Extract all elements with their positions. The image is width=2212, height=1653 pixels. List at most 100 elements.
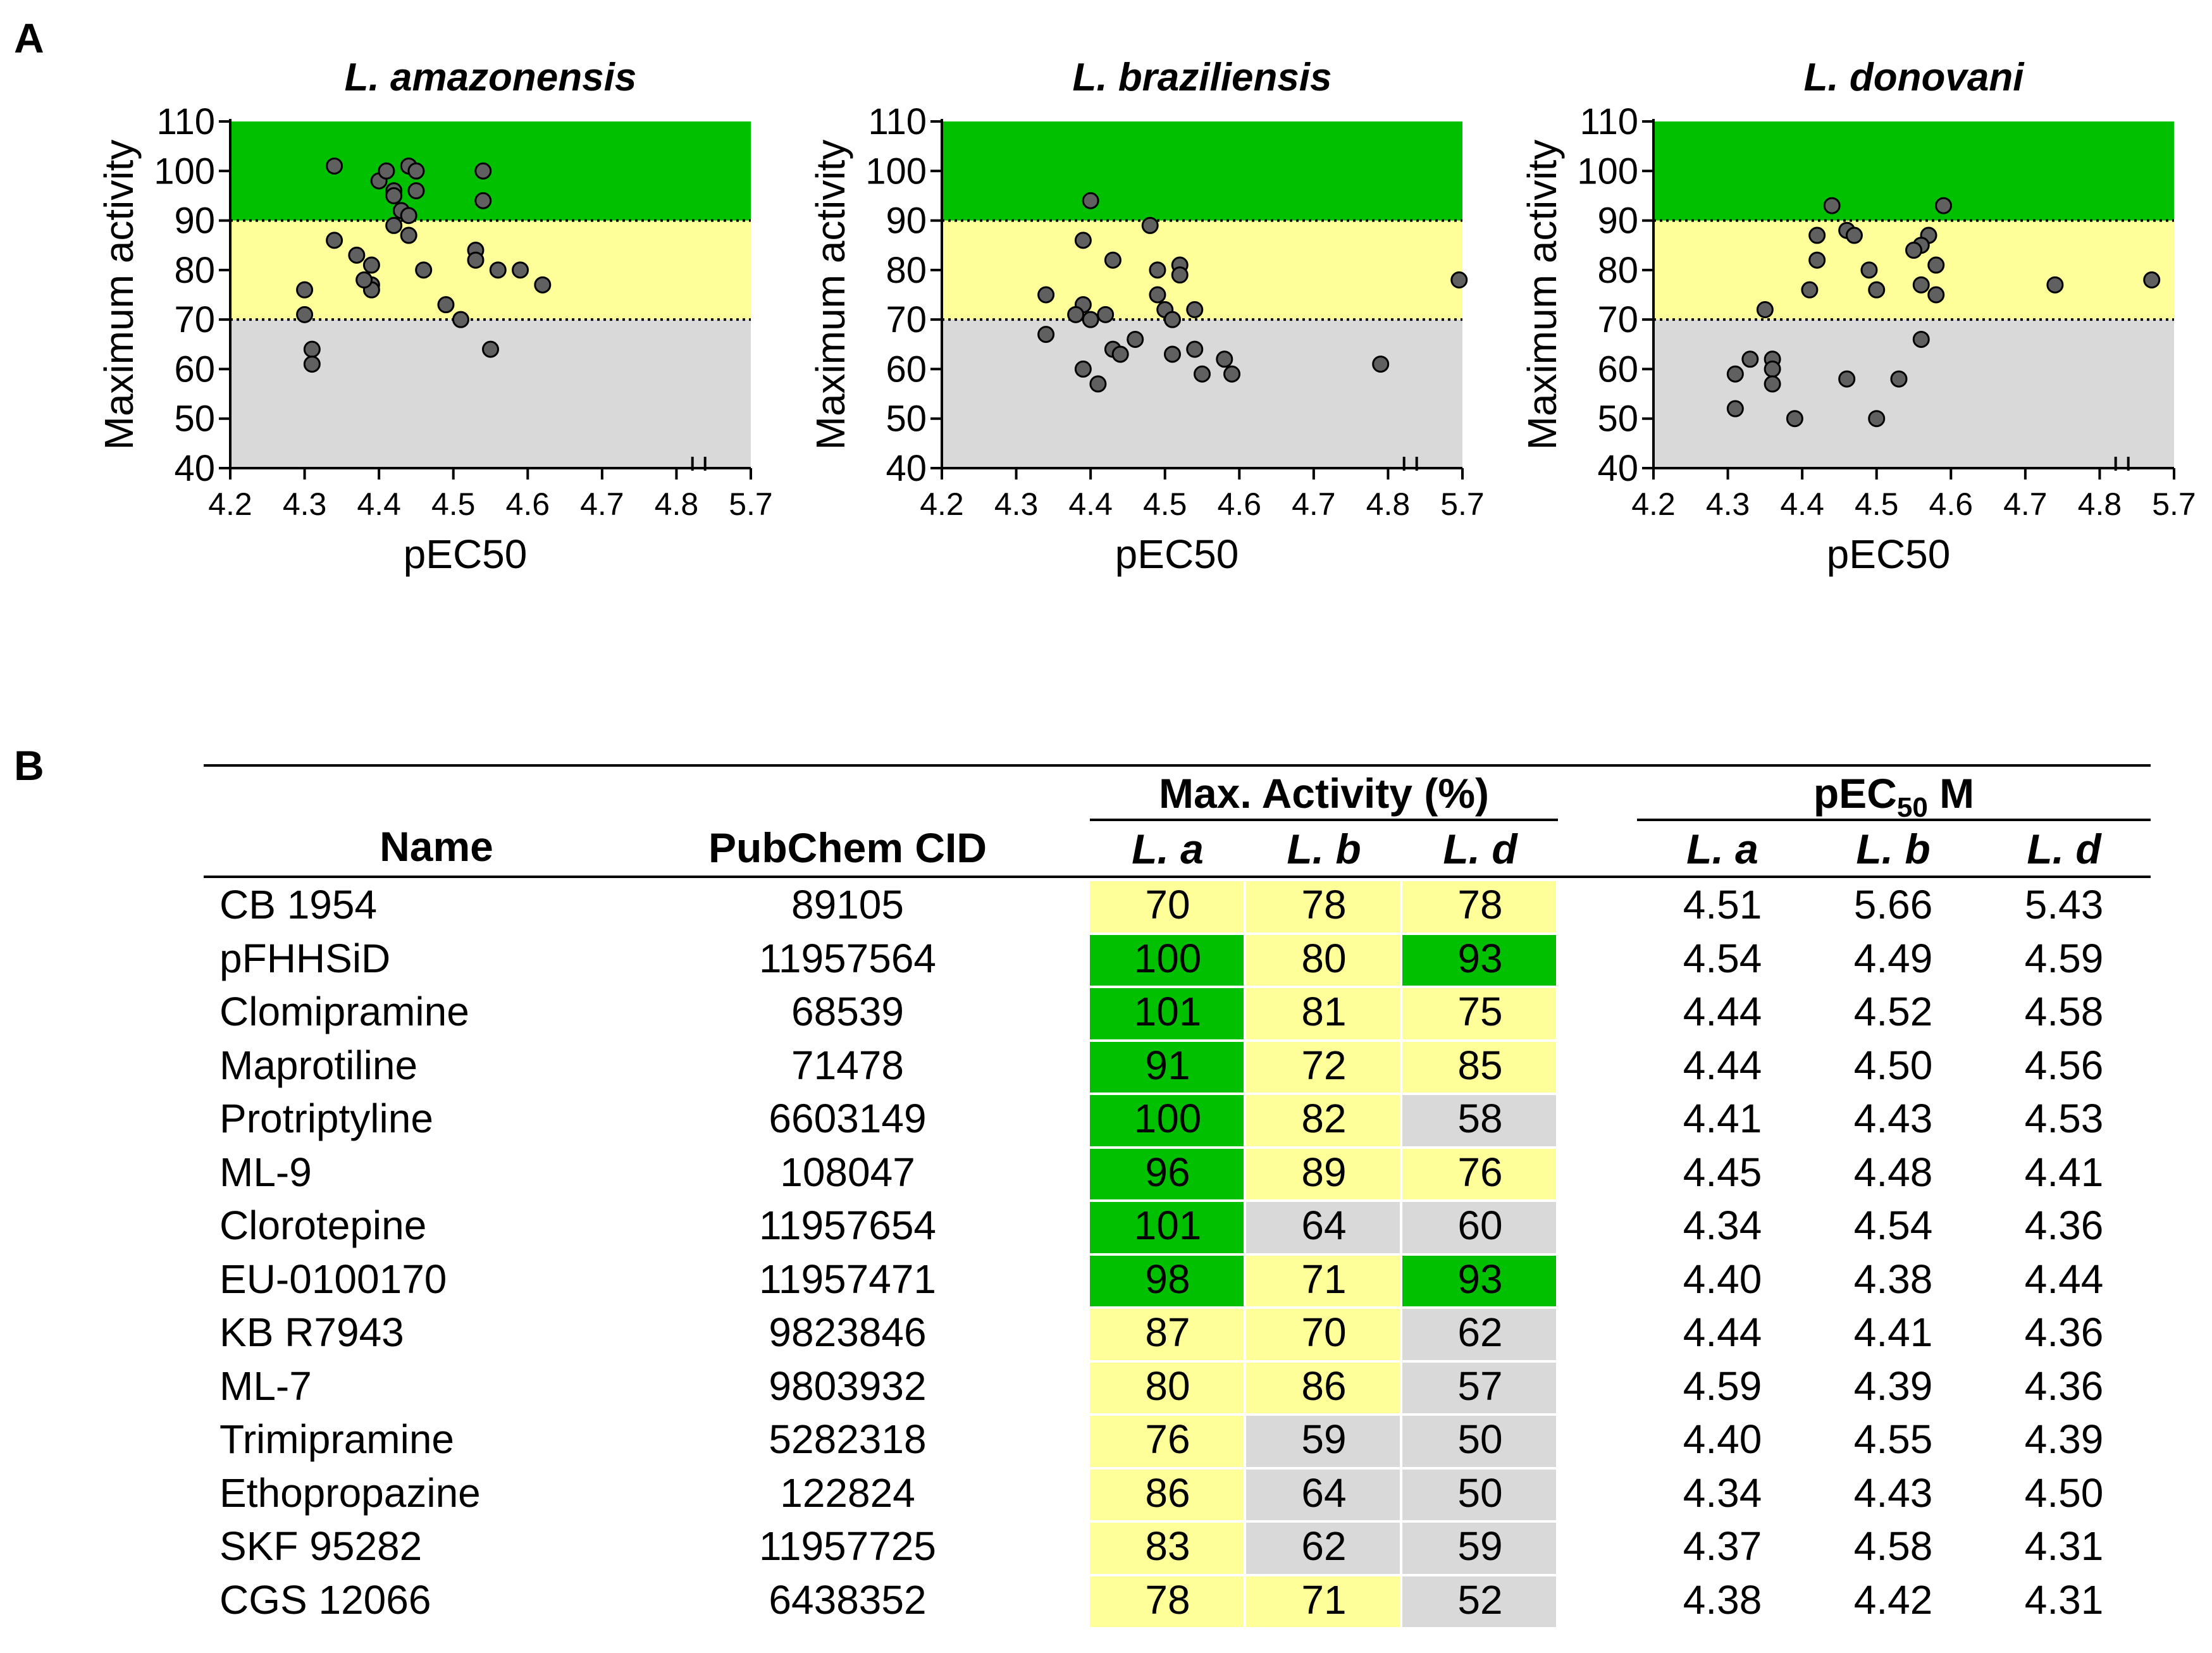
- row-cid: 11957654: [759, 1203, 936, 1248]
- data-point: [452, 311, 469, 328]
- y-tick-label: 110: [868, 101, 927, 142]
- data-point: [1860, 261, 1878, 279]
- x-tick-label: 4.8: [2078, 486, 2122, 522]
- max-sub-header-lb: L. b: [1287, 826, 1361, 872]
- max-activity-cell-bg: [1246, 1309, 1400, 1360]
- data-point: [400, 226, 417, 244]
- data-point: [1067, 306, 1085, 323]
- panel-label-b: B: [14, 742, 44, 789]
- pec50-value: 4.48: [1853, 1149, 1933, 1195]
- data-point: [1074, 232, 1092, 249]
- y-tick-label: 80: [886, 250, 927, 291]
- x-axis-label: pEC50: [404, 531, 528, 577]
- x-tick-label: 4.4: [357, 486, 401, 522]
- data-point: [534, 276, 552, 294]
- data-point: [482, 340, 499, 358]
- x-axis-label: pEC50: [1827, 531, 1951, 577]
- max-activity-cell-bg: [1090, 1255, 1244, 1306]
- row-name: ML-7: [219, 1363, 312, 1409]
- max-activity-cell-bg: [1402, 1255, 1556, 1306]
- pec50-value: 4.44: [1683, 989, 1762, 1034]
- data-point: [1905, 242, 1922, 259]
- y-tick-label: 40: [1597, 448, 1638, 489]
- data-point: [1845, 226, 1863, 244]
- y-tick-label: 110: [1580, 101, 1638, 142]
- pec50-value: 4.59: [2024, 935, 2104, 981]
- max-activity-value: 71: [1301, 1256, 1347, 1302]
- data-point: [1741, 350, 1759, 368]
- max-activity-cell-bg: [1246, 1416, 1400, 1467]
- pec50-value: 4.41: [2024, 1149, 2104, 1195]
- data-point: [1163, 311, 1181, 328]
- data-point: [385, 187, 403, 204]
- data-point: [326, 157, 343, 175]
- pec50-value: 4.44: [1683, 1042, 1762, 1088]
- pec50-value: 4.58: [2024, 989, 2104, 1034]
- name-header: Name: [380, 823, 493, 870]
- max-activity-cell-bg: [1402, 934, 1556, 986]
- max-activity-value: 93: [1457, 935, 1503, 981]
- max-activity-value: 98: [1145, 1256, 1190, 1302]
- y-tick-label: 50: [1597, 399, 1638, 440]
- max-activity-cell-bg: [1246, 1576, 1400, 1627]
- y-tick-label: 100: [1577, 151, 1638, 192]
- band-green: [1653, 121, 2174, 221]
- max-activity-value: 50: [1457, 1470, 1503, 1516]
- pec50-value: 4.42: [1853, 1576, 1933, 1623]
- max-activity-cell-bg: [1246, 1202, 1400, 1253]
- data-point: [1726, 365, 1744, 383]
- max-activity-cell-bg: [1402, 1469, 1556, 1520]
- max-activity-cell-bg: [1246, 1362, 1400, 1413]
- max-activity-value: 93: [1457, 1256, 1503, 1302]
- pec50-value: 4.55: [1853, 1416, 1933, 1462]
- max-activity-cell-bg: [1090, 1576, 1244, 1627]
- row-name: EU-0100170: [219, 1256, 447, 1302]
- data-point: [348, 246, 366, 264]
- data-point: [1037, 326, 1055, 344]
- y-tick-label: 90: [886, 201, 927, 242]
- row-cid: 122824: [780, 1470, 915, 1516]
- data-point: [1764, 375, 1781, 393]
- pec50-value: 4.36: [2024, 1309, 2104, 1355]
- y-tick-label: 60: [174, 349, 215, 390]
- data-point: [415, 261, 433, 279]
- max-activity-cell-bg: [1090, 1469, 1244, 1520]
- pec50-value: 4.54: [1683, 935, 1762, 981]
- scatter-plot-2: 40 50 60 70 80 90 100 110 4.2 4.3 4.4 4.5 4.6 4.7 4.8 5…: [808, 56, 1485, 577]
- y-tick-label: 60: [886, 349, 927, 390]
- data-point: [355, 271, 373, 289]
- x-tick-label: 4.8: [655, 486, 699, 522]
- row-name: Protriptyline: [219, 1096, 433, 1141]
- row-cid: 6603149: [769, 1096, 927, 1141]
- table-top-rule: [204, 764, 2151, 767]
- data-point: [362, 256, 380, 274]
- max-activity-value: 86: [1301, 1363, 1347, 1409]
- max-activity-cell-bg: [1090, 1148, 1244, 1199]
- data-point: [1186, 300, 1204, 318]
- pec50-value: 4.38: [1683, 1576, 1762, 1623]
- max-activity-cell-bg: [1246, 1148, 1400, 1199]
- y-tick-label: 60: [1597, 349, 1638, 390]
- x-tick-label: 4.4: [1068, 486, 1113, 522]
- pec50-value: 4.39: [1853, 1363, 1933, 1409]
- row-cid: 108047: [780, 1149, 915, 1195]
- band-yellow: [1653, 220, 2174, 320]
- chart-title: L. braziliensis: [1072, 56, 1332, 99]
- y-tick-label: 100: [154, 151, 215, 192]
- pec50-value: 4.56: [2024, 1042, 2104, 1088]
- row-cid: 68539: [791, 989, 904, 1034]
- data-point: [1801, 281, 1819, 299]
- pec50-value: 4.40: [1683, 1416, 1762, 1462]
- max-activity-value: 62: [1301, 1523, 1347, 1569]
- pec50-value: 4.53: [2024, 1096, 2104, 1141]
- max-activity-value: 71: [1301, 1576, 1347, 1623]
- pec50-header-sub: 50: [1896, 792, 1928, 824]
- pec50-value: 4.51: [1683, 882, 1762, 927]
- data-point: [1838, 370, 1856, 388]
- max-activity-value: 86: [1145, 1470, 1190, 1516]
- data-point: [1868, 410, 1886, 428]
- max-activity-cell-bg: [1402, 881, 1556, 932]
- data-point: [1097, 306, 1115, 323]
- pec50-value: 4.37: [1683, 1523, 1762, 1569]
- x-tick-label: 4.5: [1143, 486, 1187, 522]
